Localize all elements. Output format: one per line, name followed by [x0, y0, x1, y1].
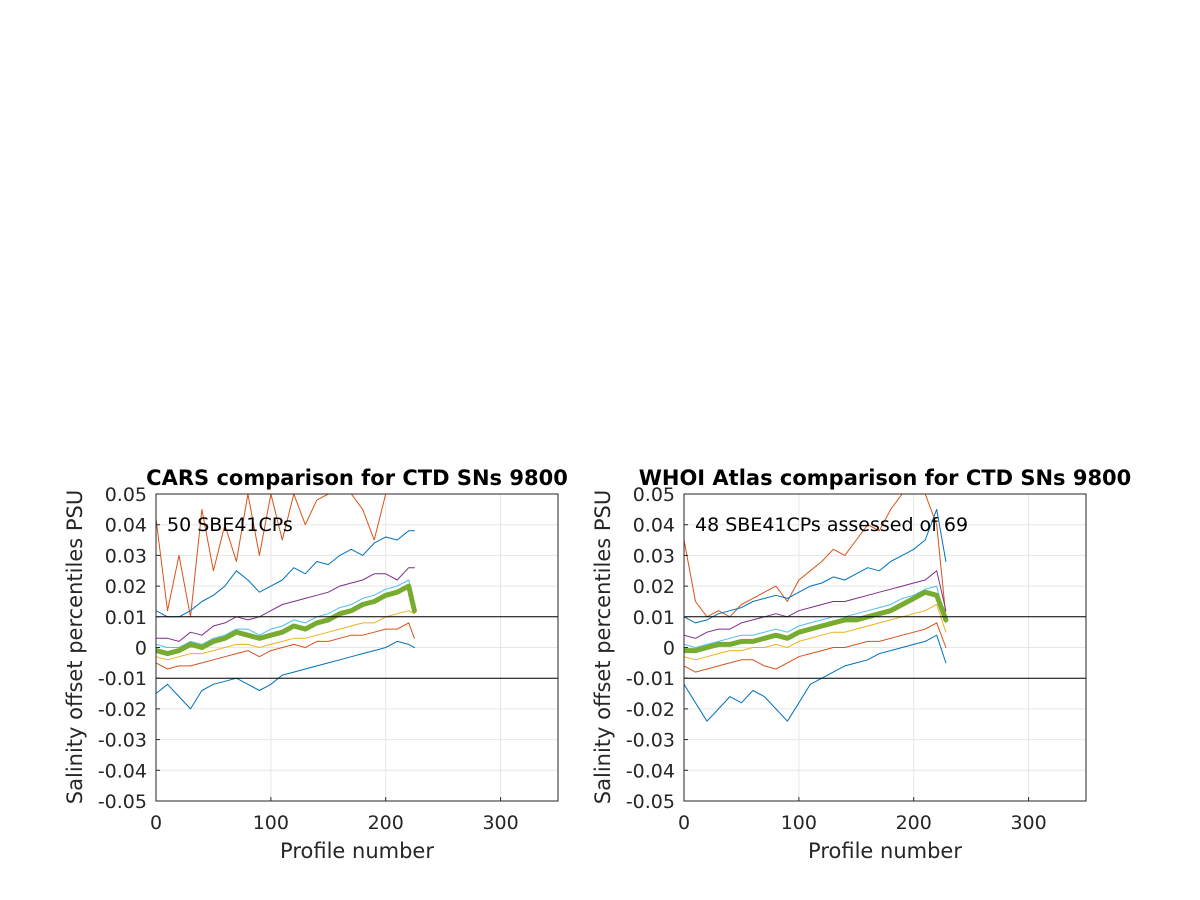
y-tick-label: 0 — [135, 638, 147, 660]
y-tick-label: 0.04 — [633, 515, 675, 537]
y-tick-label: -0.01 — [98, 668, 147, 690]
x-axis-label: Profile number — [280, 839, 434, 863]
series-line — [684, 508, 947, 624]
series-line — [156, 494, 415, 618]
y-tick-label: 0.03 — [105, 545, 147, 567]
y-tick-label: -0.03 — [626, 730, 675, 752]
count-annotation: 48 SBE41CPs assessed of 69 — [695, 514, 968, 536]
series-line — [156, 583, 417, 657]
y-tick-label: -0.04 — [98, 760, 147, 782]
series-line — [156, 640, 415, 710]
y-axis-label: Salinity offset percentiles PSU — [63, 490, 87, 804]
reference-lines — [684, 616, 1086, 679]
series-line — [684, 570, 947, 639]
series-line — [684, 589, 949, 654]
series-line — [684, 494, 947, 618]
tick-labels: 0 100 200 300 -0.05 -0.04 -0.03 -0.02 -0.01 0 0.01… — [98, 484, 519, 834]
y-tick-label: -0.03 — [98, 730, 147, 752]
y-tick-label: -0.02 — [98, 699, 147, 721]
y-tick-label: -0.05 — [626, 791, 675, 813]
y-tick-label: 0.01 — [633, 607, 675, 629]
y-axis-label: Salinity offset percentiles PSU — [591, 490, 615, 804]
tick-labels: 0 100 200 300 -0.05 -0.04 -0.03 -0.02 -0.01 0 0.01… — [626, 484, 1047, 834]
series-line — [684, 585, 947, 648]
x-axis-label: Profile number — [808, 839, 962, 863]
series-line — [684, 604, 947, 661]
y-tick-label: 0.02 — [105, 576, 147, 598]
y-tick-label: -0.01 — [626, 668, 675, 690]
x-tick-label: 200 — [368, 812, 404, 834]
whoi-atlas-comparison-panel: 0 100 200 300 -0.05 -0.04 -0.03 -0.02 -0.01 0 0.01… — [591, 466, 1131, 863]
y-tick-label: -0.04 — [626, 760, 675, 782]
cars-comparison-panel: 0 100 200 300 -0.05 -0.04 -0.03 -0.02 -0.01 0 0.01… — [63, 466, 568, 863]
y-tick-label: 0.05 — [105, 484, 147, 506]
x-tick-label: 100 — [781, 812, 817, 834]
series-group — [156, 494, 417, 710]
x-tick-label: 200 — [896, 812, 932, 834]
x-tick-label: 300 — [1010, 812, 1046, 834]
y-tick-label: 0 — [663, 638, 675, 660]
y-tick-label: -0.02 — [626, 699, 675, 721]
series-line — [156, 530, 415, 618]
y-tick-label: 0.01 — [105, 607, 147, 629]
x-tick-label: 300 — [482, 812, 518, 834]
series-group — [684, 494, 949, 722]
reference-lines — [156, 616, 558, 679]
chart-title: CARS comparison for CTD SNs 9800 — [146, 466, 568, 490]
count-annotation: 50 SBE41CPs — [167, 514, 293, 536]
series-line — [156, 610, 415, 661]
series-line — [156, 567, 415, 642]
x-tick-label: 100 — [253, 812, 289, 834]
y-tick-label: 0.03 — [633, 545, 675, 567]
series-line — [156, 622, 415, 670]
y-tick-label: 0.02 — [633, 576, 675, 598]
series-line — [684, 622, 947, 673]
x-tick-label: 0 — [150, 812, 162, 834]
y-tick-label: 0.05 — [633, 484, 675, 506]
y-tick-label: -0.05 — [98, 791, 147, 813]
series-line — [684, 634, 947, 722]
series-line — [156, 579, 415, 648]
y-tick-label: 0.04 — [105, 515, 147, 537]
x-tick-label: 0 — [678, 812, 690, 834]
chart-title: WHOI Atlas comparison for CTD SNs 9800 — [639, 466, 1132, 490]
